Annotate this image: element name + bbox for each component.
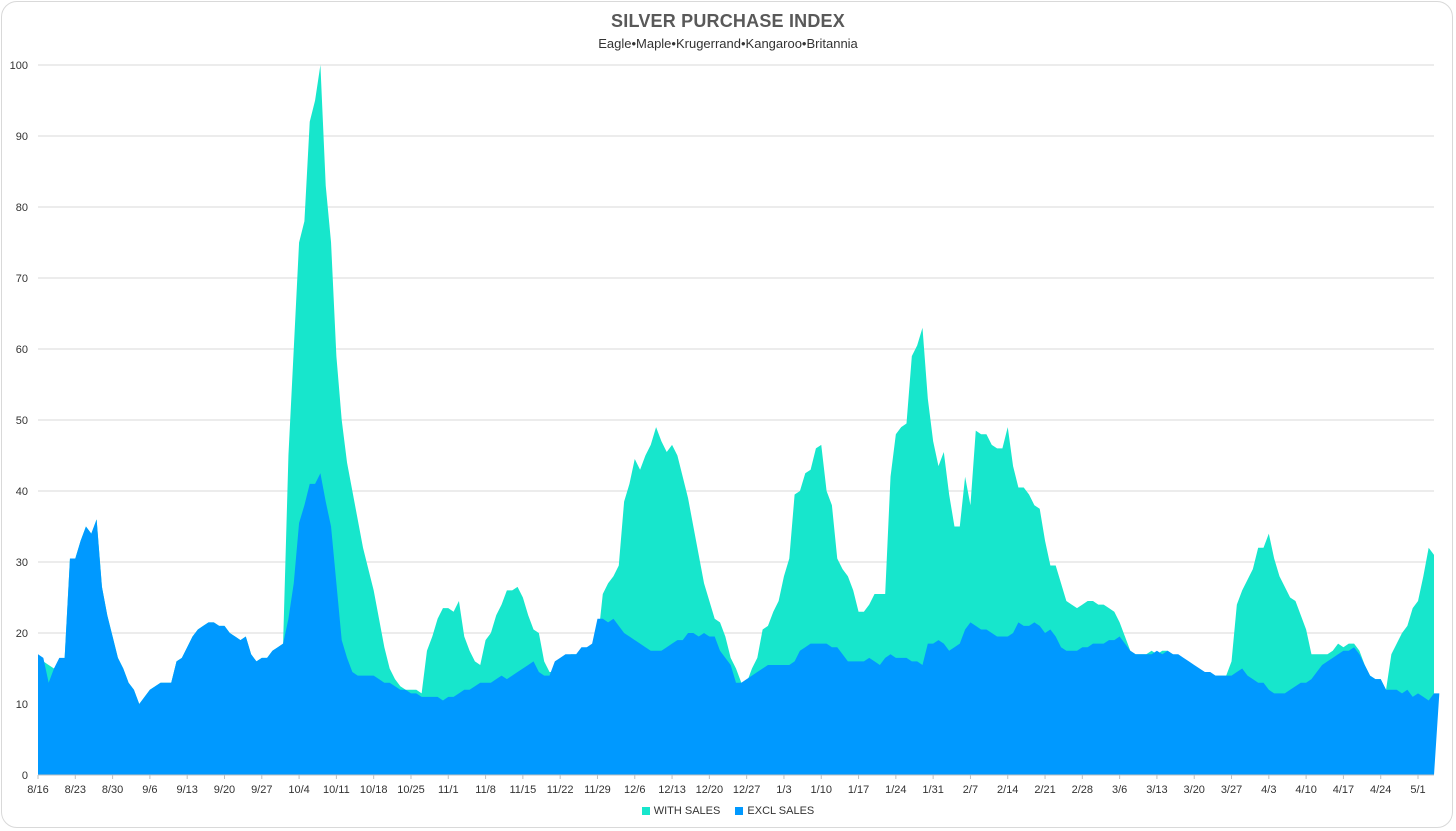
x-tick-label: 9/13 <box>176 784 197 796</box>
x-tick-label: 2/21 <box>1034 784 1055 796</box>
y-tick-label: 30 <box>16 557 28 569</box>
x-tick-label: 3/13 <box>1146 784 1167 796</box>
y-tick-label: 90 <box>16 131 28 143</box>
x-tick-label: 8/16 <box>27 784 48 796</box>
x-tick-label: 9/20 <box>214 784 235 796</box>
x-tick-label: 4/24 <box>1370 784 1391 796</box>
x-tick-label: 12/27 <box>733 784 761 796</box>
x-tick-label: 3/27 <box>1221 784 1242 796</box>
y-tick-label: 20 <box>16 628 28 640</box>
x-tick-label: 2/7 <box>963 784 978 796</box>
y-tick-label: 50 <box>16 415 28 427</box>
x-tick-label: 10/18 <box>360 784 388 796</box>
x-tick-label: 5/1 <box>1410 784 1425 796</box>
x-tick-label: 10/4 <box>288 784 309 796</box>
x-tick-label: 2/14 <box>997 784 1018 796</box>
x-tick-label: 1/31 <box>922 784 943 796</box>
y-tick-label: 100 <box>10 60 28 72</box>
legend-swatch-excl-sales <box>735 807 744 815</box>
legend-item-with-sales[interactable]: WITH SALES <box>641 805 721 817</box>
x-tick-label: 11/8 <box>475 784 496 796</box>
x-tick-label: 8/30 <box>102 784 123 796</box>
x-tick-label: 11/15 <box>510 784 537 796</box>
legend-swatch-with-sales <box>641 807 650 815</box>
area-series-excl-sales <box>38 473 1440 775</box>
x-tick-label: 1/3 <box>776 784 791 796</box>
x-tick-label: 11/22 <box>547 784 574 796</box>
x-tick-label: 10/11 <box>323 784 350 796</box>
chart-subtitle: Eagle•Maple•Krugerrand•Kangaroo•Britanni… <box>598 36 858 51</box>
x-tick-label: 3/20 <box>1184 784 1205 796</box>
legend-label-with-sales: WITH SALES <box>653 805 721 817</box>
x-tick-label: 12/13 <box>658 784 686 796</box>
x-tick-label: 3/6 <box>1112 784 1127 796</box>
y-tick-label: 10 <box>16 699 28 711</box>
x-tick-label: 11/1 <box>438 784 459 796</box>
x-tick-label: 12/6 <box>624 784 645 796</box>
y-tick-label: 70 <box>16 273 28 285</box>
x-tick-label: 2/28 <box>1072 784 1093 796</box>
legend-item-excl-sales[interactable]: EXCL SALES <box>735 805 814 817</box>
x-tick-label: 4/3 <box>1261 784 1276 796</box>
chart-title: SILVER PURCHASE INDEX <box>611 11 845 31</box>
x-tick-label: 4/17 <box>1333 784 1354 796</box>
x-tick-label: 9/27 <box>251 784 272 796</box>
x-tick-label: 10/25 <box>397 784 425 796</box>
chart-legend: WITH SALES EXCL SALES <box>0 805 1456 818</box>
x-tick-label: 12/20 <box>696 784 724 796</box>
x-tick-label: 1/17 <box>848 784 869 796</box>
legend-label-excl-sales: EXCL SALES <box>747 805 815 817</box>
y-tick-label: 80 <box>16 202 28 214</box>
y-tick-label: 60 <box>16 344 28 356</box>
x-tick-label: 9/6 <box>142 784 157 796</box>
x-tick-label: 8/23 <box>65 784 86 796</box>
y-tick-label: 40 <box>16 486 28 498</box>
x-tick-label: 1/24 <box>885 784 906 796</box>
x-tick-label: 4/10 <box>1295 784 1316 796</box>
y-tick-label: 0 <box>22 770 28 782</box>
x-tick-label: 1/10 <box>811 784 832 796</box>
x-tick-label: 11/29 <box>584 784 611 796</box>
